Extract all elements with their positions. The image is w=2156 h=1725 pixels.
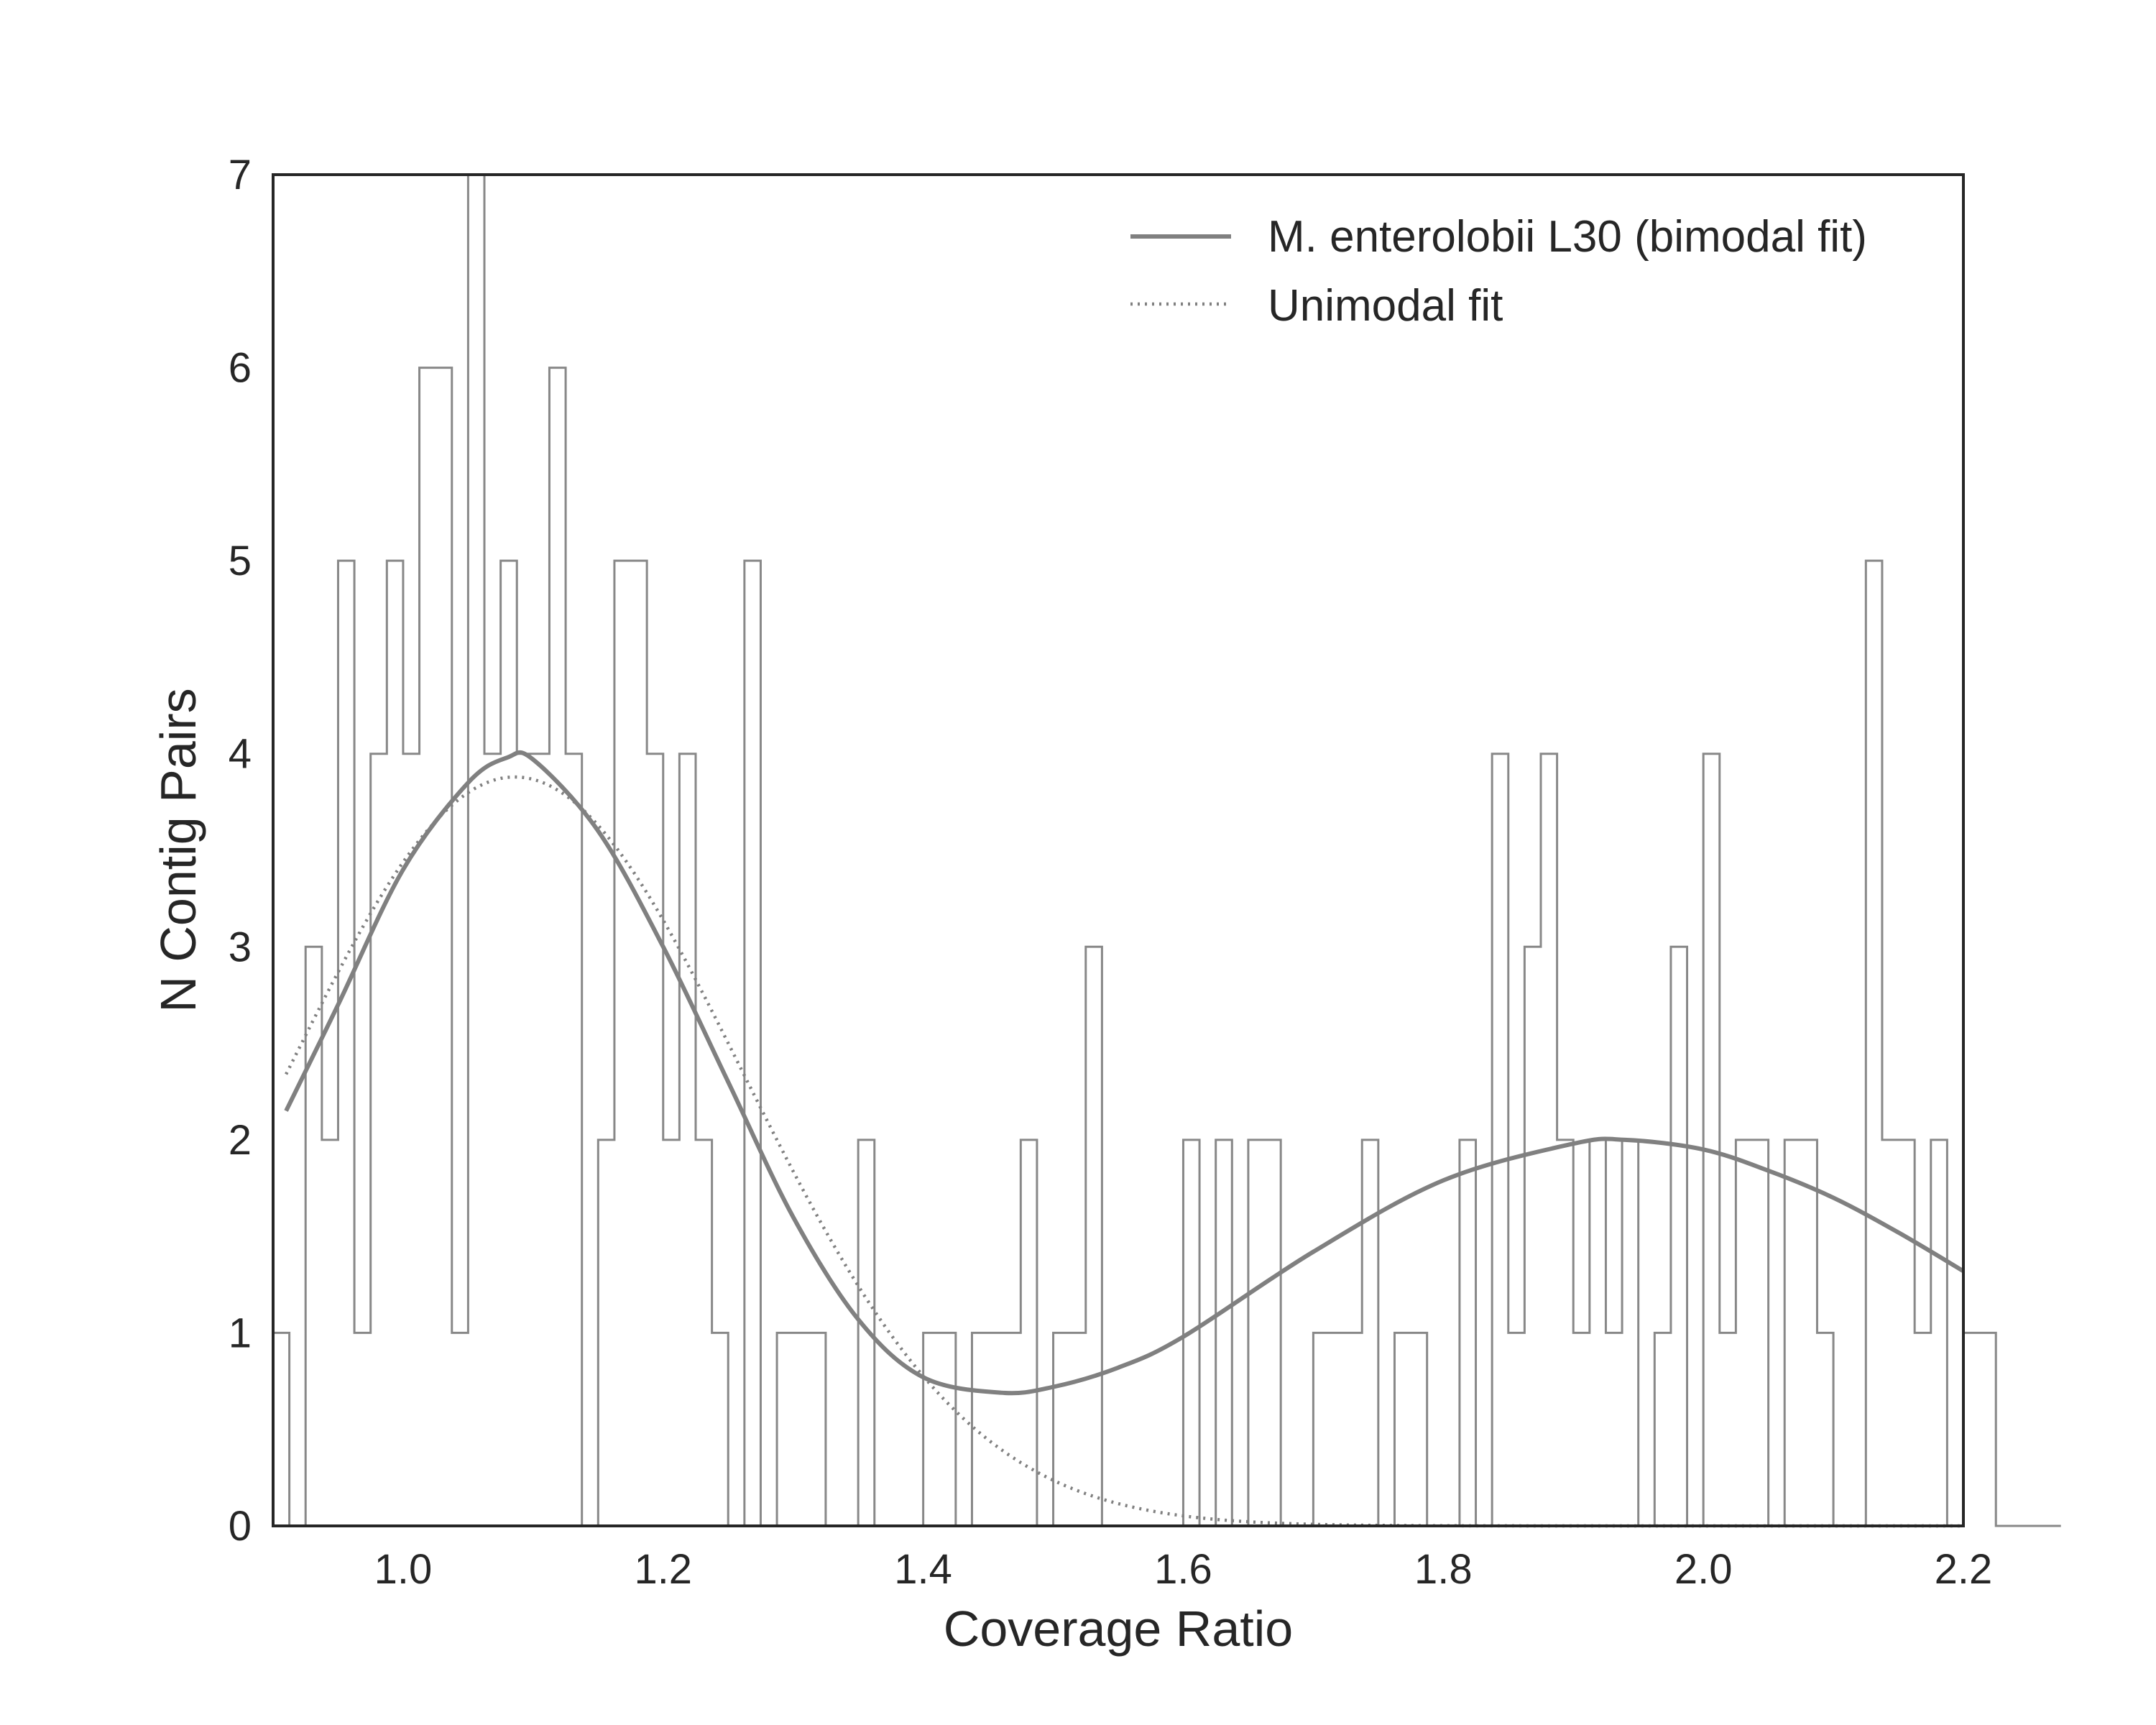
legend-label-unimodal: Unimodal fit	[1268, 281, 1503, 331]
x-tick-label: 1.2	[634, 1546, 692, 1593]
y-tick-label: 0	[229, 1503, 252, 1550]
x-tick-label: 1.8	[1414, 1546, 1473, 1593]
x-axis-label: Coverage Ratio	[944, 1601, 1293, 1657]
x-tick-label: 1.4	[894, 1546, 952, 1593]
y-tick-label: 1	[229, 1310, 252, 1356]
x-tick-label: 2.2	[1935, 1546, 1993, 1593]
y-tick-label: 6	[229, 345, 252, 392]
plot-frame	[272, 173, 1965, 1527]
y-tick-label: 2	[229, 1117, 252, 1164]
x-axis-ticks: 1.0 1.2 1.4 1.6 1.8 2.0 2.2	[374, 1546, 1993, 1593]
y-tick-label: 3	[229, 924, 252, 970]
y-axis-label: N Contig Pairs	[150, 688, 206, 1012]
legend-label-bimodal: M. enterolobii L30 (bimodal fit)	[1268, 212, 1867, 262]
y-tick-label: 5	[229, 538, 252, 584]
histogram-steps	[272, 173, 2061, 1527]
legend: M. enterolobii L30 (bimodal fit) Unimoda…	[1130, 212, 1867, 331]
x-tick-label: 1.0	[374, 1546, 433, 1593]
x-tick-label: 1.6	[1154, 1546, 1212, 1593]
plot-area	[272, 173, 2061, 1528]
x-tick-label: 2.0	[1674, 1546, 1733, 1593]
y-tick-label: 4	[229, 731, 252, 778]
y-tick-label: 7	[229, 152, 252, 198]
y-axis-ticks: 0 1 2 3 4 5 6 7	[229, 152, 252, 1550]
bimodal-fit-line	[284, 750, 1965, 1396]
